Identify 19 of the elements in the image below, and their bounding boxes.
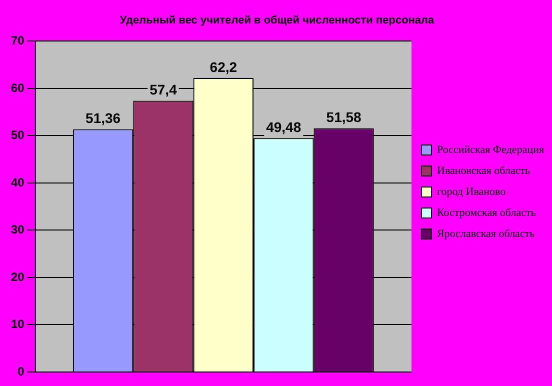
- data-label: 49,48: [266, 119, 302, 136]
- y-tick-label: 40: [10, 175, 25, 190]
- y-tick-label: 20: [10, 270, 25, 284]
- data-label: 51,58: [326, 109, 362, 126]
- y-tick-label: 60: [10, 80, 25, 95]
- legend-label: Костромская область: [437, 206, 536, 219]
- data-label: 51,36: [86, 110, 121, 126]
- chart-title: Удельный вес учителей в общей численности персонала: [120, 14, 436, 27]
- y-tick-label: 0: [18, 364, 25, 378]
- data-label: 57,4: [150, 82, 178, 98]
- y-tick-label: 70: [10, 34, 25, 48]
- legend-label: город Иваново: [437, 186, 506, 198]
- y-tick-label: 30: [10, 222, 25, 237]
- legend-label: Ивановская область: [437, 164, 530, 177]
- legend-label: Ярославская область: [437, 228, 535, 240]
- y-tick-label: 10: [10, 317, 25, 332]
- y-tick-label: 50: [10, 128, 25, 142]
- legend-label: Российская Федерация: [437, 144, 544, 156]
- data-label: 62,2: [210, 58, 238, 75]
